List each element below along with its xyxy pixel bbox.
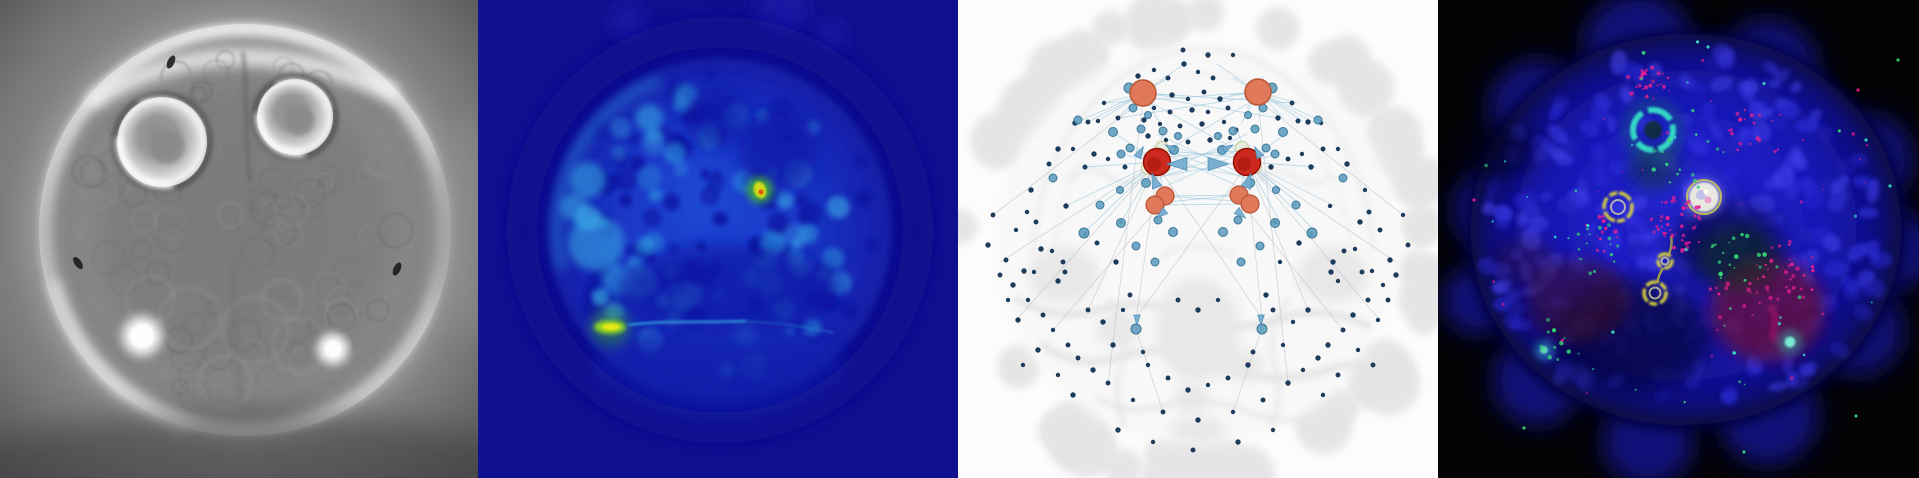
network-orange-node xyxy=(1240,194,1260,214)
panel-heatmap-embryo xyxy=(478,0,958,478)
edge-arrowhead xyxy=(1133,314,1141,327)
edge-arrowhead xyxy=(1155,206,1169,219)
edge-arrowhead xyxy=(1240,172,1252,190)
network-orange-hub xyxy=(1129,79,1157,107)
panel-brightfield-embryo xyxy=(0,0,478,478)
edge-arrowhead xyxy=(1207,156,1230,172)
brain-scan-background xyxy=(958,0,1438,478)
vesicle xyxy=(111,91,213,193)
vesicle xyxy=(251,73,339,161)
edge-arrowhead xyxy=(1233,206,1247,219)
panel-fluorescence-organoid xyxy=(1438,0,1919,478)
yellow-ring-cell xyxy=(1602,191,1634,223)
brain-connectome-diagram xyxy=(958,0,1438,478)
yellow-ring-cell xyxy=(1642,280,1668,306)
panel-brain-connectome xyxy=(958,0,1438,478)
brightfield-embryo-image xyxy=(0,0,478,478)
edge-arrowhead xyxy=(1151,172,1163,190)
white-cell xyxy=(1684,177,1724,217)
crimson-patch xyxy=(1496,238,1556,286)
edge-arrowhead xyxy=(1221,144,1234,154)
yellow-ring-cell xyxy=(1656,252,1674,270)
bright-streak xyxy=(590,307,630,347)
cyan-ring-cell xyxy=(1623,100,1683,160)
network-orange-node xyxy=(1145,195,1165,215)
edge-arrowhead xyxy=(1257,314,1265,327)
edge-arrowhead xyxy=(1253,145,1265,160)
fluorescence-organoid-image xyxy=(1438,0,1919,478)
edge-arrowhead xyxy=(1133,145,1145,160)
heatmap-embryo-image xyxy=(478,0,958,478)
edge-arrowhead xyxy=(1165,156,1188,172)
hotspot xyxy=(747,177,773,203)
edge-arrowhead xyxy=(1164,144,1177,154)
crimson-patch xyxy=(1526,258,1630,342)
network-orange-hub xyxy=(1244,78,1272,106)
